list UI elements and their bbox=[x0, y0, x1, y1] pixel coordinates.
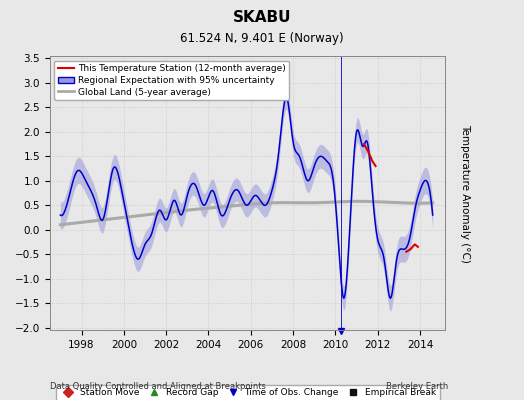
Text: Berkeley Earth: Berkeley Earth bbox=[386, 382, 448, 391]
Text: SKABU: SKABU bbox=[233, 10, 291, 25]
Y-axis label: Temperature Anomaly (°C): Temperature Anomaly (°C) bbox=[460, 124, 470, 262]
Text: Data Quality Controlled and Aligned at Breakpoints: Data Quality Controlled and Aligned at B… bbox=[50, 382, 266, 391]
Legend: Station Move, Record Gap, Time of Obs. Change, Empirical Break: Station Move, Record Gap, Time of Obs. C… bbox=[56, 385, 440, 400]
Text: 61.524 N, 9.401 E (Norway): 61.524 N, 9.401 E (Norway) bbox=[180, 32, 344, 45]
